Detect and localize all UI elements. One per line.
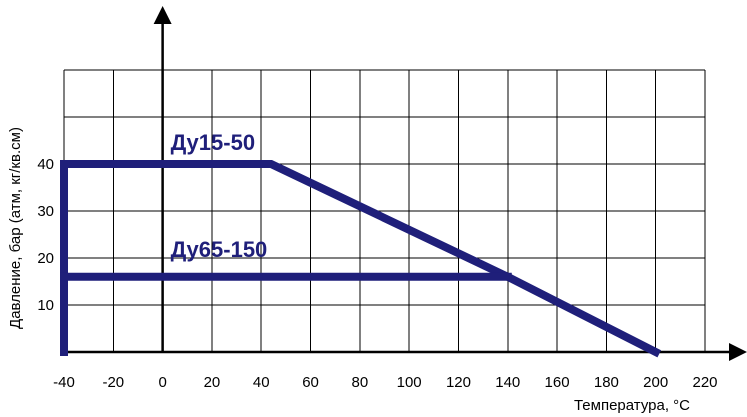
x-tick-label: 140: [495, 374, 520, 391]
x-tick-label: 160: [545, 374, 570, 391]
x-tick-label: 220: [692, 374, 717, 391]
series-label: Ду15-50: [171, 130, 255, 155]
y-axis-title: Давление, бар (атм, кг/кв.см): [7, 127, 24, 329]
x-axis-arrow-icon: [729, 343, 747, 361]
x-tick-label: 120: [446, 374, 471, 391]
series-label: Ду65-150: [171, 237, 268, 262]
x-tick-label: 100: [397, 374, 422, 391]
y-tick-label: 10: [37, 297, 54, 314]
x-tick-label: 40: [253, 374, 270, 391]
labels: -40 -20 0 20 40 60 80 100 120 140 160 180 200 220 10 20…: [7, 127, 718, 414]
y-tick-label: 20: [37, 250, 54, 267]
x-tick-label: 0: [158, 374, 166, 391]
y-tick-label: 40: [37, 156, 54, 173]
x-tick-label: 60: [302, 374, 319, 391]
series-layer: [60, 160, 662, 358]
x-tick-label: 80: [352, 374, 369, 391]
grid: [63, 69, 706, 352]
x-axis-title: Температура, °C: [574, 397, 690, 414]
x-tick-label: 180: [594, 374, 619, 391]
x-tick-label: 20: [204, 374, 221, 391]
series-line: [60, 160, 662, 358]
x-tick-label: -20: [102, 374, 124, 391]
x-tick-label: -40: [53, 374, 75, 391]
x-tick-label: 200: [643, 374, 668, 391]
y-axis-arrow-icon: [153, 6, 172, 24]
y-tick-label: 30: [37, 203, 54, 220]
axes: [64, 6, 747, 361]
